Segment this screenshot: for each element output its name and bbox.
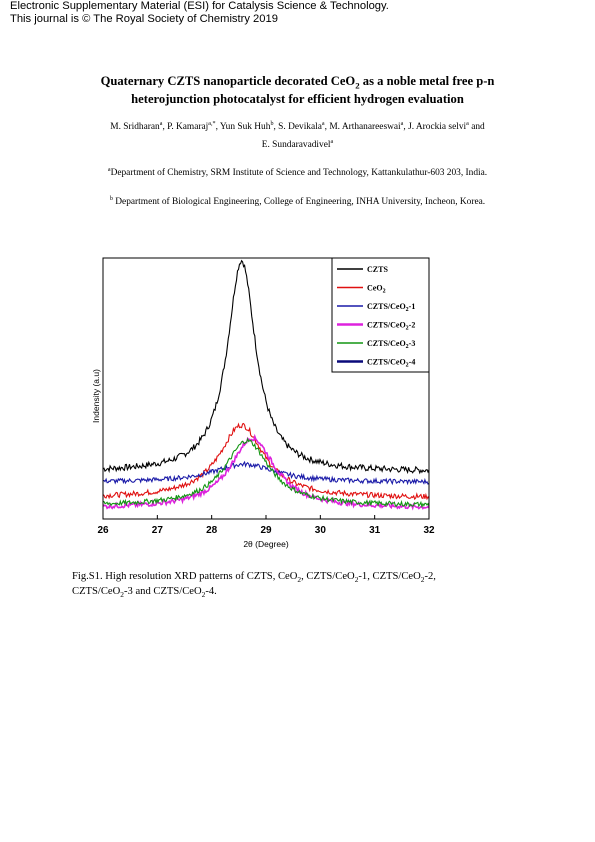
- author-aff: b: [270, 120, 274, 127]
- title-part-b: as a noble metal free p-n: [359, 74, 495, 88]
- affiliation-text: Department of Chemistry, SRM Institute o…: [110, 168, 488, 178]
- legend-label: CeO2: [367, 284, 386, 295]
- series-line: [102, 259, 430, 475]
- x-tick-label: 31: [369, 525, 381, 536]
- x-tick-label: 30: [315, 525, 327, 536]
- series-line: [102, 460, 430, 486]
- title-part-a: Quaternary CZTS nanoparticle decorated C…: [100, 74, 356, 88]
- paper-title-line1: Quaternary CZTS nanoparticle decorated C…: [0, 72, 595, 90]
- series-line: [102, 422, 430, 501]
- author-aff: a: [321, 120, 325, 127]
- affiliation-a: aDepartment of Chemistry, SRM Institute …: [0, 167, 595, 179]
- x-tick-label: 28: [206, 525, 218, 536]
- y-axis-label: Indensity (a.u): [92, 369, 101, 423]
- x-axis-label: 2θ (Degree): [243, 539, 289, 549]
- series-line: [102, 437, 430, 509]
- authors-line1: M. Sridharana, P. Kamaraja,*, Yun Suk Hu…: [110, 120, 485, 132]
- author: S. Devikala: [278, 122, 322, 132]
- author: E. Sundaravadivel: [261, 140, 331, 150]
- esi-header-line2: This journal is © The Royal Society of C…: [10, 13, 278, 25]
- paper-title-line2: heterojunction photocatalyst for efficie…: [131, 92, 464, 106]
- author-aff: a: [466, 120, 469, 127]
- plot-series: [102, 259, 430, 511]
- affiliation-b: b Department of Biological Engineering, …: [0, 196, 595, 208]
- author: P. Kamaraj: [167, 122, 209, 132]
- author-aff: a,*: [208, 120, 216, 127]
- author-aff: a: [400, 120, 404, 127]
- x-tick-label: 29: [260, 525, 272, 536]
- affiliation-mark: b: [109, 195, 113, 202]
- title-subscript: 2: [355, 80, 360, 91]
- x-tick-label: 32: [423, 525, 435, 536]
- legend-label: CZTS/CeO2-2: [367, 321, 415, 332]
- author: Yun Suk Huh: [219, 122, 271, 132]
- legend-label: CZTS/CeO2-1: [367, 302, 415, 313]
- author: M. Sridharan: [110, 122, 160, 132]
- esi-header-line1: Electronic Supplementary Material (ESI) …: [10, 0, 389, 12]
- xrd-chart: 26 27 28 29 30 31 32 2θ (Degree) Indensity (a.…: [92, 257, 435, 549]
- x-tick-label: 27: [152, 525, 164, 536]
- author: J. Arockia selvi: [408, 122, 467, 132]
- author-aff: a: [330, 138, 334, 145]
- figure-caption: Fig.S1. High resolution XRD patterns of …: [72, 571, 436, 600]
- legend-label: CZTS/CeO2-3: [367, 339, 415, 350]
- legend-box: [331, 257, 430, 373]
- legend-label: CZTS: [367, 265, 388, 274]
- authors-line2: E. Sundaravadivela: [0, 139, 595, 151]
- author: M. Arthanareeswai: [329, 122, 401, 132]
- author-aff: a: [159, 120, 163, 127]
- x-ticks: 26 27 28 29 30 31 32: [97, 515, 435, 536]
- legend-label: CZTS/CeO2-4: [367, 358, 415, 369]
- affiliation-text: Department of Biological Engineering, Co…: [112, 197, 486, 207]
- series-line: [102, 433, 430, 511]
- x-tick-label: 26: [97, 525, 109, 536]
- legend: CZTS CeO2 CZTS/CeO2-1 CZTS/CeO2-2 CZTS/CeO2-…: [331, 257, 430, 373]
- affiliation-mark: a: [107, 166, 111, 173]
